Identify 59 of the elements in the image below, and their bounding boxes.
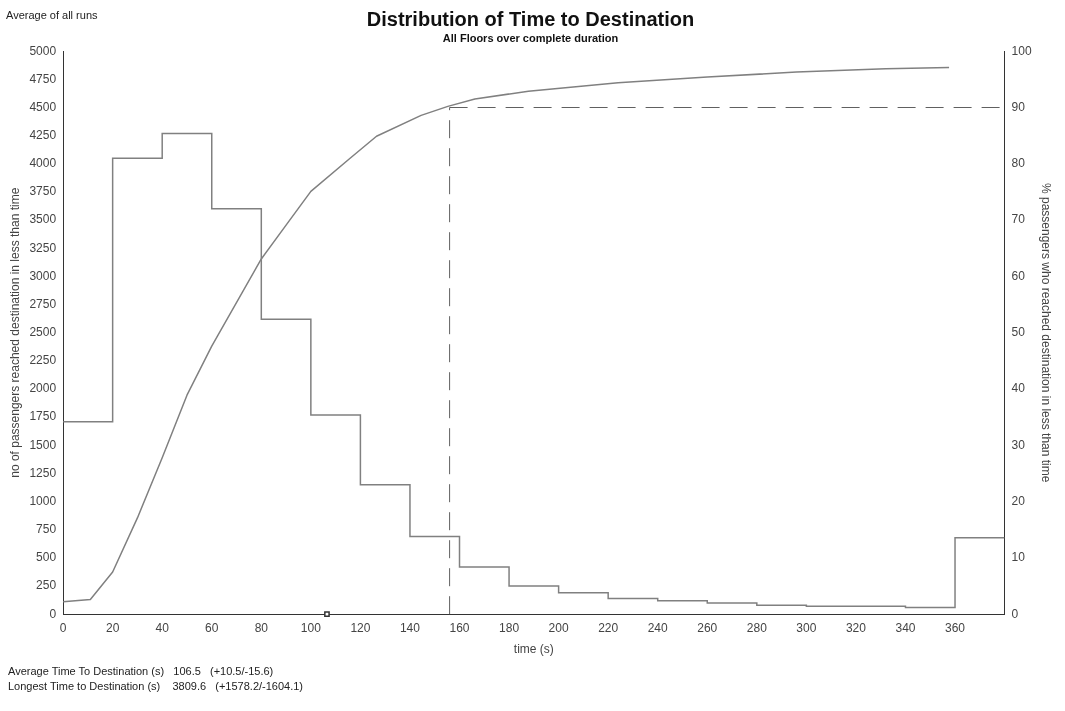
x-tick-label: 180 — [499, 620, 520, 635]
y-tick-label: 500 — [36, 550, 57, 565]
x-tick-label: 220 — [598, 620, 619, 635]
y-tick-label: 2750 — [29, 296, 57, 311]
x-tick-label: 320 — [845, 620, 867, 635]
x-tick-label: 200 — [548, 620, 569, 635]
y2-tick-label: 100 — [1011, 43, 1032, 58]
x-tick-label: 360 — [945, 620, 966, 635]
y-tick-label: 4500 — [29, 99, 57, 114]
y2-axis-title: % passengers who reached destination in less than time — [1039, 182, 1054, 483]
x-tick-label: 0 — [59, 620, 67, 635]
x-tick-label: 40 — [155, 620, 170, 635]
text: Longest Time to Destination (s) 3809.6 (+1578.2/-1604.1) — [8, 679, 304, 692]
x-axis-title: time (s) — [513, 642, 554, 657]
x-tick-label: 280 — [746, 620, 768, 635]
y-tick-label: 3000 — [29, 268, 57, 283]
y-tick-label: 1000 — [29, 493, 57, 508]
y2-tick-label: 40 — [1011, 381, 1026, 396]
y-tick-label: 3750 — [29, 184, 57, 199]
x-tick-label: 160 — [449, 620, 470, 635]
x-tick-label: 20 — [105, 620, 120, 635]
y-tick-label: 1250 — [29, 465, 57, 480]
chart-title: Distribution of Time to Destination — [366, 7, 695, 30]
x-tick-label: 340 — [895, 620, 916, 635]
y2-tick-label: 0 — [1011, 606, 1019, 621]
y-tick-label: 750 — [36, 522, 57, 537]
y-tick-label: 4750 — [29, 71, 57, 86]
x-tick-label: 300 — [796, 620, 817, 635]
y2-tick-label: 50 — [1011, 325, 1026, 340]
y-tick-label: 2250 — [29, 353, 57, 368]
y2-tick-label: 70 — [1011, 212, 1026, 227]
y-tick-label: 3250 — [29, 240, 57, 255]
x-tick-label: 140 — [399, 620, 421, 635]
y2-tick-label: 20 — [1011, 493, 1026, 508]
x-tick-label: 240 — [647, 620, 669, 635]
text: Average Time To Destination (s) 106.5 (+10.5/-15.6) — [8, 664, 274, 677]
y-tick-label: 1750 — [29, 409, 57, 424]
y-tick-label: 1500 — [29, 437, 57, 452]
chart-subtitle: All Floors over complete duration — [442, 31, 619, 44]
x-tick-label: 80 — [254, 620, 269, 635]
text: Average of all runs — [6, 8, 99, 21]
y-tick-label: 0 — [49, 606, 57, 621]
x-tick-label: 60 — [205, 620, 219, 635]
y2-tick-label: 30 — [1011, 437, 1026, 452]
y-tick-label: 2500 — [29, 325, 57, 340]
y-tick-label: 250 — [36, 578, 57, 593]
x-tick-label: 120 — [350, 620, 371, 635]
y-tick-label: 4000 — [29, 156, 57, 171]
y-tick-label: 3500 — [29, 212, 57, 227]
y2-tick-label: 60 — [1011, 268, 1026, 283]
y-tick-label: 2000 — [29, 381, 57, 396]
x-tick-label: 260 — [697, 620, 718, 635]
y-axis-title: no of passengers reached destination in less than time — [7, 187, 22, 478]
x-tick-label: 100 — [300, 620, 322, 635]
y2-tick-label: 90 — [1011, 99, 1026, 114]
y-tick-label: 4250 — [29, 127, 57, 142]
y2-tick-label: 10 — [1011, 550, 1026, 565]
y-tick-label: 5000 — [29, 43, 57, 58]
y2-tick-label: 80 — [1011, 156, 1026, 171]
